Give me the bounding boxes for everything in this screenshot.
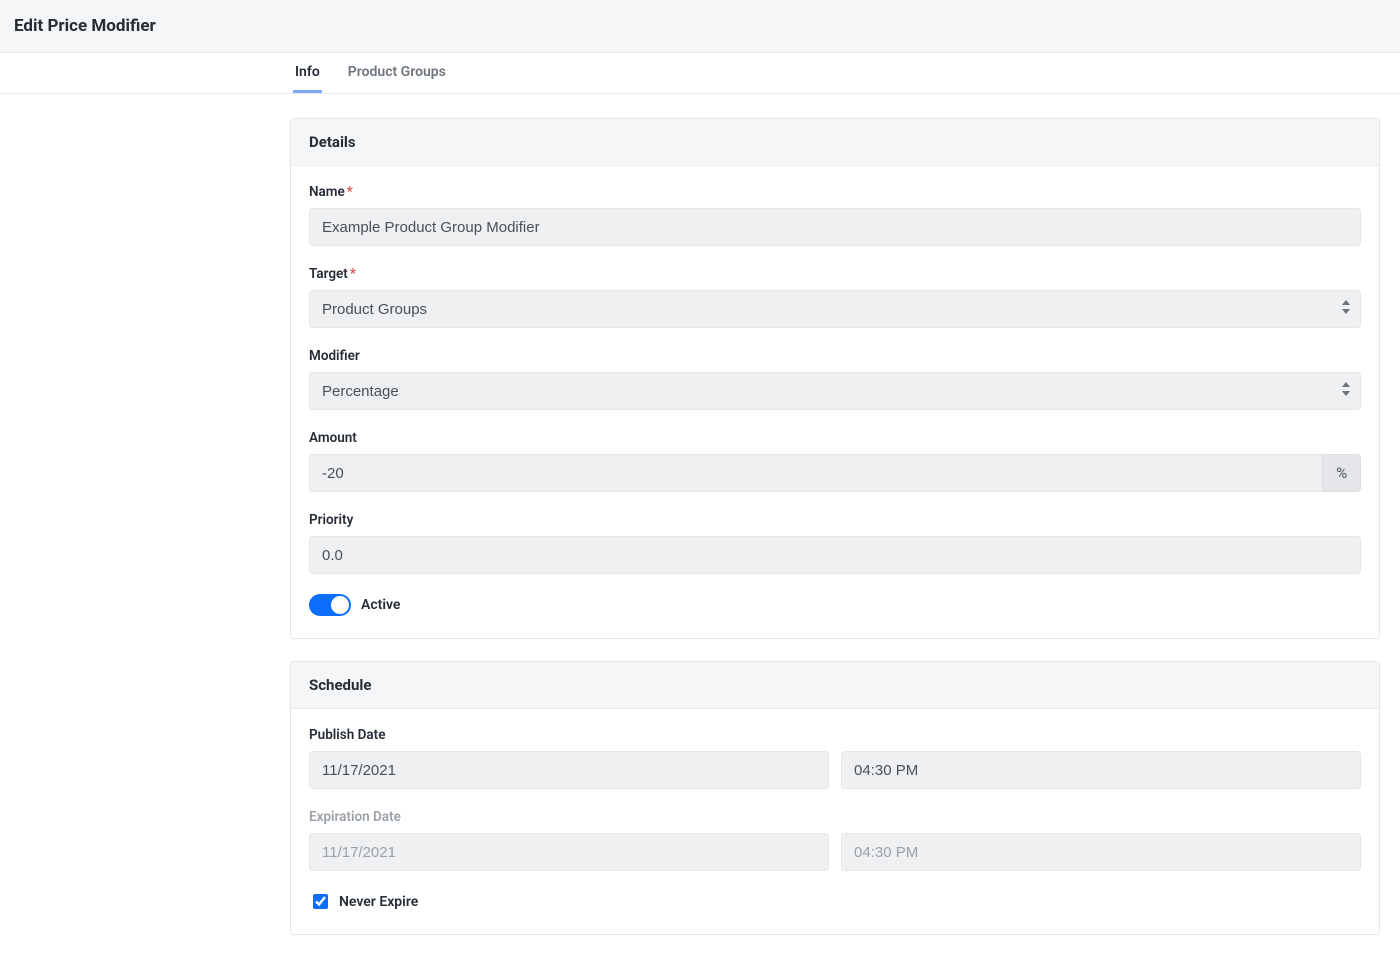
target-label: Target* (309, 266, 1361, 282)
tab-info[interactable]: Info (293, 53, 322, 93)
name-input[interactable] (309, 208, 1361, 246)
tab-product-groups[interactable]: Product Groups (346, 53, 448, 93)
name-label-text: Name (309, 184, 345, 200)
active-toggle[interactable] (309, 594, 351, 616)
amount-label: Amount (309, 430, 1361, 446)
details-card-header: Details (291, 119, 1379, 166)
amount-input[interactable] (309, 454, 1322, 492)
page-header: Edit Price Modifier (0, 0, 1400, 53)
details-card: Details Name* Target* (290, 118, 1380, 639)
name-label: Name* (309, 184, 1361, 200)
expiration-date-group: Expiration Date (309, 809, 1361, 871)
toggle-knob (331, 596, 349, 614)
priority-input[interactable] (309, 536, 1361, 574)
never-expire-checkbox[interactable] (313, 894, 328, 909)
never-expire-label: Never Expire (339, 894, 418, 910)
target-field-group: Target* (309, 266, 1361, 328)
target-label-text: Target (309, 266, 348, 282)
required-mark: * (350, 266, 356, 282)
publish-date-input[interactable] (309, 751, 829, 789)
active-toggle-label: Active (361, 597, 400, 613)
priority-label: Priority (309, 512, 1361, 528)
modifier-field-group: Modifier (309, 348, 1361, 410)
modifier-label: Modifier (309, 348, 1361, 364)
tabs: Info Product Groups (293, 53, 1383, 93)
target-select[interactable] (309, 290, 1361, 328)
publish-time-input[interactable] (841, 751, 1361, 789)
schedule-card-body: Publish Date Expiration Date Never Expir… (291, 709, 1379, 934)
publish-row (309, 751, 1361, 789)
modifier-select-wrap (309, 372, 1361, 410)
expiration-row (309, 833, 1361, 871)
modifier-select[interactable] (309, 372, 1361, 410)
publish-date-group: Publish Date (309, 727, 1361, 789)
amount-input-group: % (309, 454, 1361, 492)
amount-field-group: Amount % (309, 430, 1361, 492)
page-title: Edit Price Modifier (14, 16, 1386, 36)
expiration-date-label: Expiration Date (309, 809, 1361, 825)
schedule-card-header: Schedule (291, 662, 1379, 709)
target-select-wrap (309, 290, 1361, 328)
priority-field-group: Priority (309, 512, 1361, 574)
tabs-bar: Info Product Groups (0, 53, 1400, 94)
required-mark: * (347, 184, 353, 200)
schedule-card: Schedule Publish Date Expiration Date Ne… (290, 661, 1380, 935)
expiration-date-input (309, 833, 829, 871)
publish-date-label: Publish Date (309, 727, 1361, 743)
never-expire-row: Never Expire (309, 891, 1361, 912)
active-toggle-row: Active (309, 594, 1361, 616)
content: Details Name* Target* (290, 118, 1380, 935)
name-field-group: Name* (309, 184, 1361, 246)
amount-unit-addon: % (1322, 454, 1361, 492)
expiration-time-input (841, 833, 1361, 871)
details-card-body: Name* Target* Modifier (291, 166, 1379, 638)
